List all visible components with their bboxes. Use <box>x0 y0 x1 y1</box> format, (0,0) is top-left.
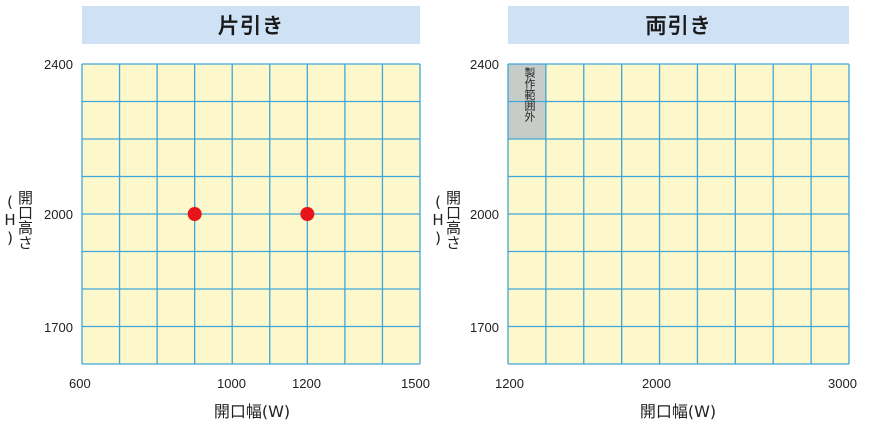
x-axis-label-right: 開口幅(W) <box>639 402 717 421</box>
x-tick-1200-right: 1200 <box>495 376 524 391</box>
x-tick-1500-left: 1500 <box>401 376 430 391</box>
plot-area-right <box>507 63 850 365</box>
y-axis-label-right: 開口高さ(H) <box>429 190 462 250</box>
x-tick-2000-right: 2000 <box>642 376 671 391</box>
out-of-range-label: 製作範囲外 <box>523 67 536 122</box>
chart-title-right: 両引き <box>508 6 849 44</box>
y-tick-1700-right: 1700 <box>470 320 499 335</box>
y-tick-2000-right: 2000 <box>470 207 499 222</box>
plot-area-left <box>81 63 421 365</box>
x-tick-1000-left: 1000 <box>217 376 246 391</box>
data-point <box>300 207 315 221</box>
y-axis-label-left: 開口高さ(H) <box>1 190 34 250</box>
y-tick-2000-left: 2000 <box>44 207 73 222</box>
x-tick-600-left: 600 <box>69 376 91 391</box>
x-tick-1200-left: 1200 <box>292 376 321 391</box>
x-tick-3000-right: 3000 <box>828 376 857 391</box>
data-point <box>187 207 202 221</box>
chart-title-left: 片引き <box>82 6 420 44</box>
y-tick-1700-left: 1700 <box>44 320 73 335</box>
y-tick-2400-right: 2400 <box>470 57 499 72</box>
x-axis-label-left: 開口幅(W) <box>213 402 291 421</box>
y-tick-2400-left: 2400 <box>44 57 73 72</box>
